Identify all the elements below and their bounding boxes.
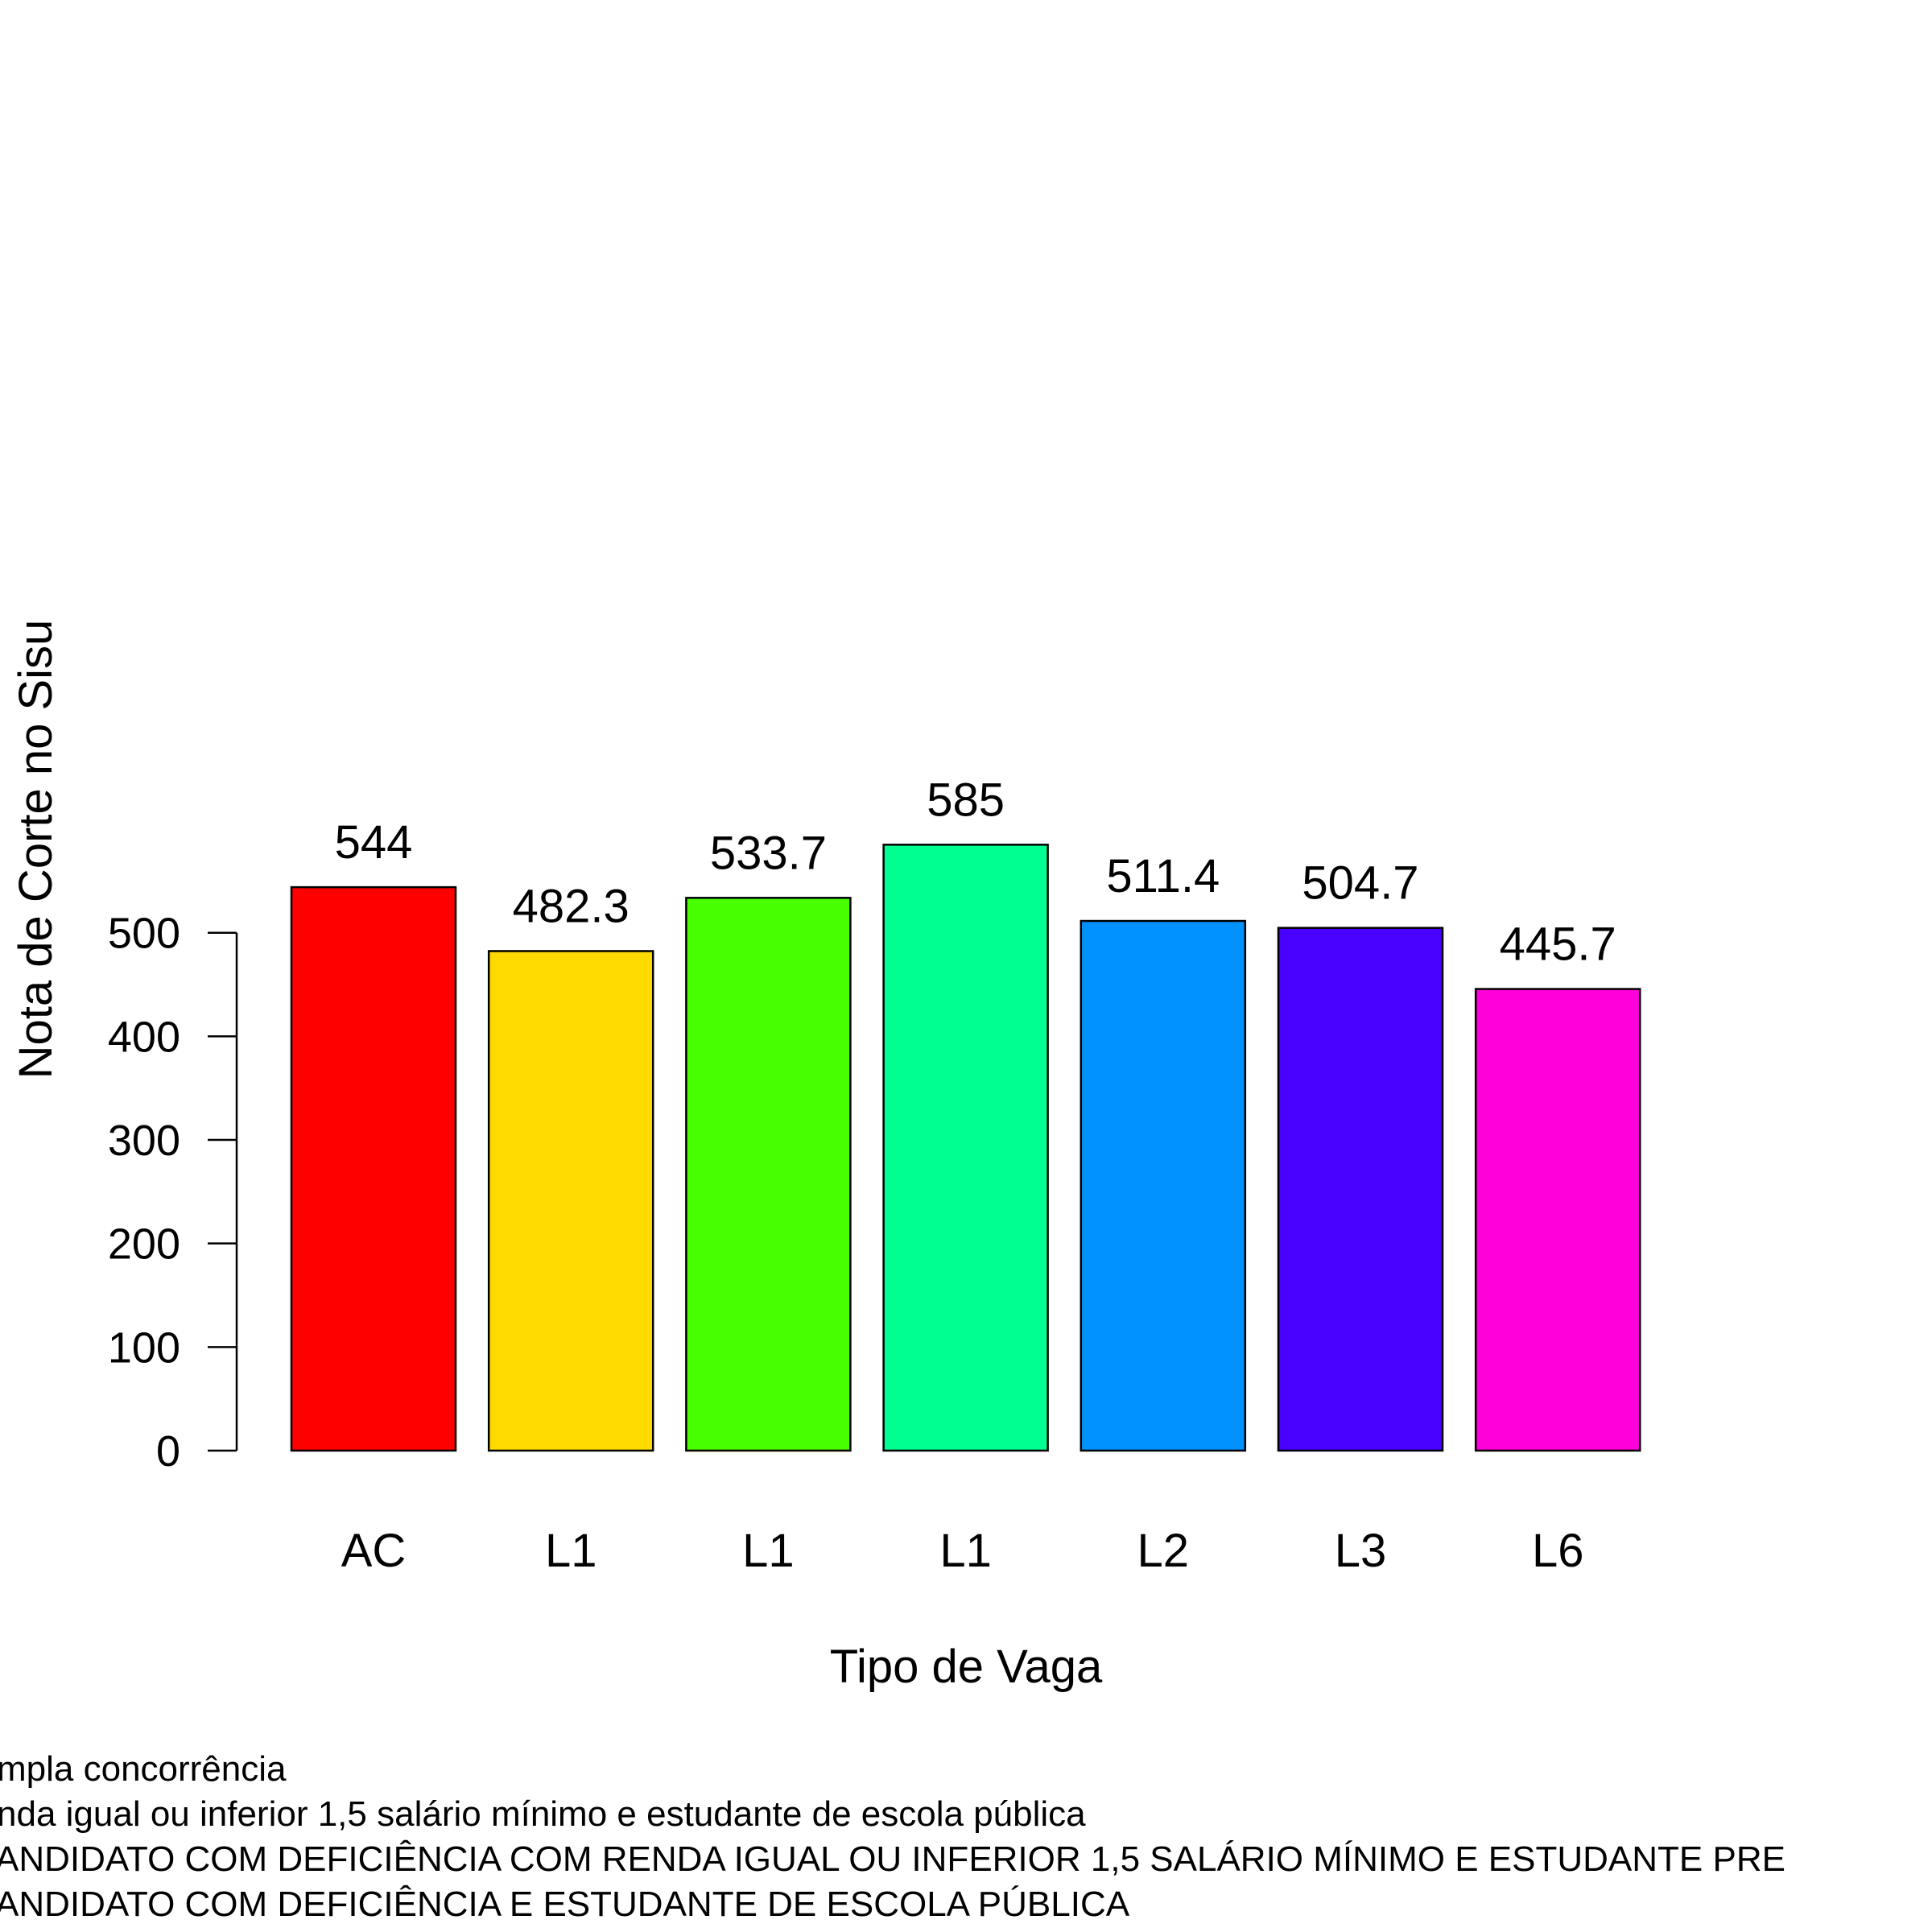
bar <box>882 844 1049 1452</box>
bar <box>1080 919 1247 1452</box>
value-labels: 544 482.3 533.7 585 511.4 504.7 445.7 <box>335 774 1616 970</box>
y-tick-label: 500 <box>108 910 180 958</box>
y-tick-label: 400 <box>108 1013 180 1061</box>
x-tick-label: L2 <box>1137 1525 1190 1577</box>
bar <box>290 886 457 1452</box>
bar <box>685 897 852 1452</box>
x-tick-label: L1 <box>545 1525 597 1577</box>
footnotes: mpla concorrência nda igual ou inferior 1… <box>0 1749 1785 1924</box>
y-tick-label: 100 <box>108 1323 180 1372</box>
bar-value-label: 482.3 <box>513 880 630 932</box>
y-tick-label: 0 <box>156 1427 180 1476</box>
x-tick-label: L1 <box>742 1525 795 1577</box>
x-tick-label: AC <box>341 1525 407 1577</box>
bar-value-label: 585 <box>927 774 1005 826</box>
bar-value-label: 511.4 <box>1106 850 1220 902</box>
x-tick-label: L1 <box>939 1525 992 1577</box>
bar <box>1474 988 1641 1452</box>
y-axis: 0 100 200 300 400 500 <box>108 910 238 1476</box>
footnote-line: nda igual ou inferior 1,5 salário mínimo… <box>0 1794 1086 1834</box>
bar-value-label: 504.7 <box>1302 857 1418 910</box>
bar <box>487 950 654 1452</box>
y-axis-title: Nota de Corte no Sisu <box>10 620 62 1080</box>
y-tick-label: 200 <box>108 1220 180 1269</box>
footnote-line: ANDIDATO COM DEFICIÊNCIA E ESTUDANTE DE … <box>0 1885 1130 1924</box>
y-tick-label: 300 <box>108 1117 180 1165</box>
category-labels: AC L1 L1 L1 L2 L3 L6 <box>341 1525 1584 1577</box>
bar-value-label: 533.7 <box>710 827 827 879</box>
x-tick-label: L3 <box>1335 1525 1387 1577</box>
bar-value-label: 544 <box>335 816 413 869</box>
bars <box>290 844 1641 1452</box>
footnote-line: ANDIDATO COM DEFICIÊNCIA COM RENDA IGUAL… <box>0 1839 1785 1879</box>
x-axis-title: Tipo de Vaga <box>830 1641 1103 1693</box>
bar <box>1277 927 1444 1452</box>
footnote-line: mpla concorrência <box>0 1749 287 1789</box>
x-tick-label: L6 <box>1532 1525 1584 1577</box>
bar-value-label: 445.7 <box>1500 919 1616 971</box>
